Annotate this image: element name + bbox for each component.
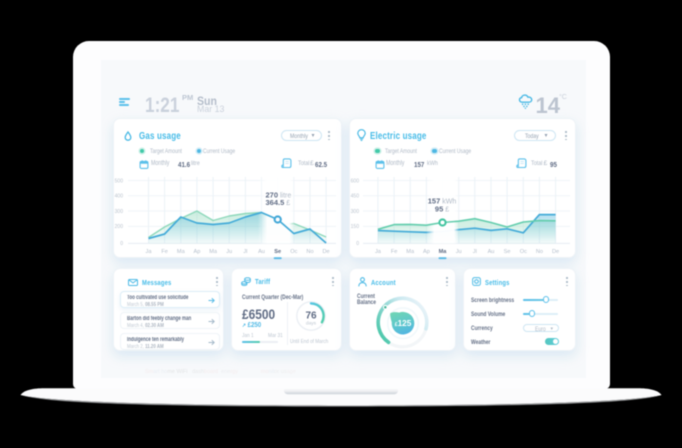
svg-text:500: 500 [115,178,124,184]
svg-text:Ma: Ma [438,249,447,255]
svg-text:300: 300 [115,209,124,215]
svg-text:De: De [552,249,559,255]
svg-text:0: 0 [120,241,123,247]
svg-text:De: De [323,249,330,255]
svg-text:£125: £125 [394,319,411,328]
svg-text:76: 76 [305,310,317,321]
svg-text:95 £: 95 £ [434,205,448,214]
svg-text:600: 600 [350,178,359,184]
svg-text:Au: Au [487,249,494,255]
svg-text:No: No [306,249,313,255]
svg-text:Ap: Ap [422,249,429,255]
svg-text:Se: Se [503,249,510,255]
svg-text:Oc: Oc [290,249,297,255]
svg-text:Ju: Ju [455,249,461,255]
svg-text:200: 200 [115,224,124,230]
svg-text:days: days [306,320,317,326]
svg-text:Fe: Fe [161,249,168,255]
svg-text:Jl: Jl [472,249,476,255]
svg-text:Ma: Ma [406,249,415,255]
svg-text:Se: Se [274,249,281,255]
svg-text:No: No [535,249,542,255]
svg-text:364.5 £: 364.5 £ [266,198,291,207]
svg-text:300: 300 [350,209,359,215]
svg-text:450: 450 [350,194,359,200]
svg-text:150: 150 [350,224,359,230]
svg-text:Ju: Ju [226,249,232,255]
svg-text:Ma: Ma [209,249,218,255]
svg-text:Ja: Ja [374,249,381,255]
svg-text:400: 400 [115,194,124,200]
svg-text:157 kWh: 157 kWh [427,197,456,206]
svg-text:Ma: Ma [177,249,186,255]
svg-text:0: 0 [356,241,359,247]
svg-text:Ja: Ja [146,249,153,255]
svg-text:Fe: Fe [390,249,397,255]
svg-text:Ap: Ap [193,249,200,255]
svg-text:270 litre: 270 litre [266,190,292,199]
svg-text:Jl: Jl [243,249,247,255]
svg-text:Au: Au [258,249,265,255]
svg-text:Oc: Oc [519,249,526,255]
